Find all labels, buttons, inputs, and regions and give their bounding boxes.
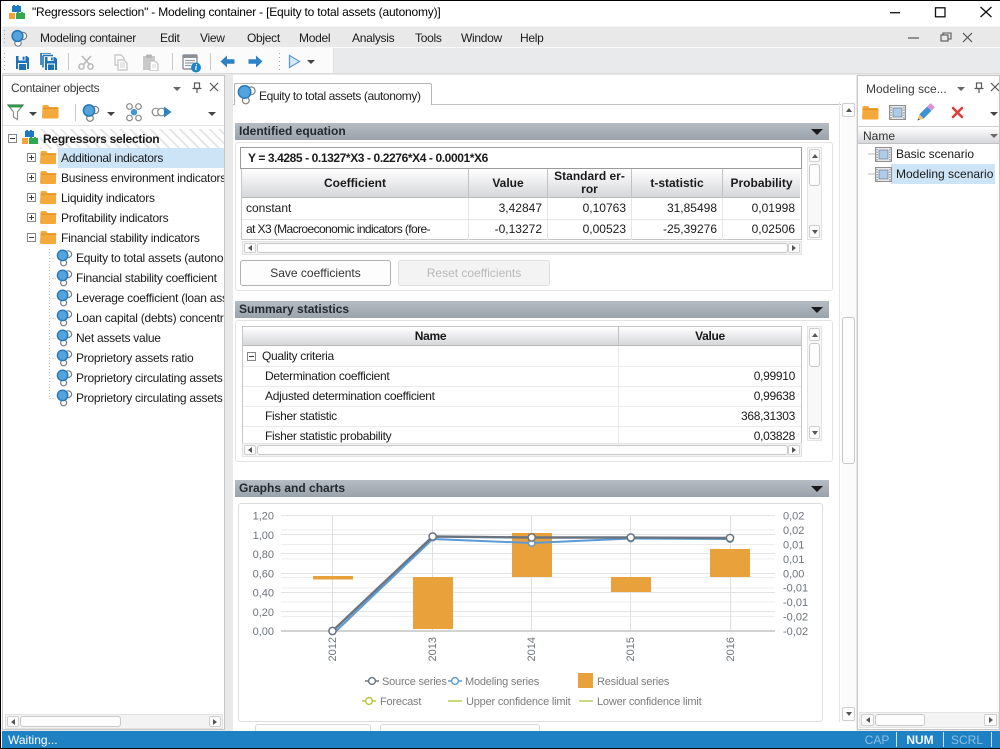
svg-text:2015: 2015 [625,637,637,661]
svg-text:0,00: 0,00 [253,626,274,638]
svg-text:2012: 2012 [327,637,339,661]
svg-text:0,00: 0,00 [783,568,804,580]
svg-text:0,60: 0,60 [253,568,274,580]
svg-text:-0,02: -0,02 [783,612,808,624]
svg-text:2013: 2013 [427,637,439,661]
svg-text:0,40: 0,40 [253,588,274,600]
svg-text:Residual series: Residual series [597,676,670,688]
svg-text:0,02: 0,02 [783,525,804,537]
svg-text:Lower confidence limit: Lower confidence limit [597,696,702,708]
svg-text:-0,02: -0,02 [783,626,808,638]
svg-text:1,00: 1,00 [253,530,274,542]
svg-text:2014: 2014 [526,637,538,661]
svg-text:0,01: 0,01 [783,554,804,566]
svg-text:1,20: 1,20 [253,511,274,523]
svg-text:2016: 2016 [725,637,737,661]
svg-text:0,20: 0,20 [253,607,274,619]
svg-text:i: i [195,63,198,72]
svg-text:Upper confidence limit: Upper confidence limit [466,696,571,708]
svg-text:0,01: 0,01 [783,539,804,551]
svg-text:Source series: Source series [382,676,447,688]
svg-text:-0,01: -0,01 [783,597,808,609]
svg-text:Modeling series: Modeling series [465,676,540,688]
svg-text:-0,01: -0,01 [783,583,808,595]
svg-text:0,02: 0,02 [783,511,804,523]
svg-text:0,80: 0,80 [253,549,274,561]
svg-text:Forecast: Forecast [380,696,421,708]
